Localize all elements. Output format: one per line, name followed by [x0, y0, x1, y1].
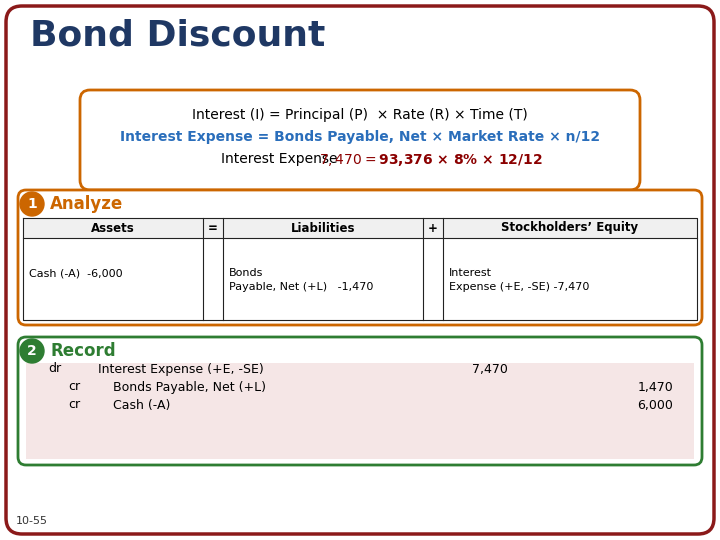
- Text: Interest Expense: Interest Expense: [221, 152, 342, 166]
- Text: Bonds Payable, Net (+L): Bonds Payable, Net (+L): [113, 381, 266, 394]
- Text: Expense (+E, -SE) -7,470: Expense (+E, -SE) -7,470: [449, 282, 590, 292]
- Text: 1: 1: [27, 197, 37, 211]
- Text: $7,470  =  $93,376 × 8% × 12/12: $7,470 = $93,376 × 8% × 12/12: [320, 152, 543, 168]
- Text: Bonds: Bonds: [229, 268, 264, 278]
- Text: Interest Expense = Bonds Payable, Net × Market Rate × n/12: Interest Expense = Bonds Payable, Net × …: [120, 130, 600, 144]
- Text: Interest: Interest: [449, 268, 492, 278]
- Text: 1,470: 1,470: [637, 381, 673, 394]
- Text: Stockholders’ Equity: Stockholders’ Equity: [501, 221, 639, 234]
- Text: 2: 2: [27, 344, 37, 358]
- Text: =: =: [208, 221, 218, 234]
- Text: 10-55: 10-55: [16, 516, 48, 526]
- FancyBboxPatch shape: [80, 90, 640, 190]
- Text: Liabilities: Liabilities: [291, 221, 355, 234]
- Text: cr: cr: [68, 399, 80, 411]
- Text: Interest Expense (+E, -SE): Interest Expense (+E, -SE): [98, 362, 264, 375]
- Text: Analyze: Analyze: [50, 195, 123, 213]
- Text: Payable, Net (+L)   -1,470: Payable, Net (+L) -1,470: [229, 282, 374, 292]
- Text: Cash (-A): Cash (-A): [113, 399, 171, 411]
- Text: Cash (-A)  -6,000: Cash (-A) -6,000: [29, 268, 122, 278]
- FancyBboxPatch shape: [18, 337, 702, 465]
- FancyBboxPatch shape: [18, 190, 702, 325]
- Text: 6,000: 6,000: [637, 399, 673, 411]
- Text: Bond Discount: Bond Discount: [30, 18, 325, 52]
- Text: Record: Record: [50, 342, 116, 360]
- Text: Assets: Assets: [91, 221, 135, 234]
- Text: cr: cr: [68, 381, 80, 394]
- Bar: [26, 363, 694, 459]
- Text: Interest (I) = Principal (P)  × Rate (R) × Time (T): Interest (I) = Principal (P) × Rate (R) …: [192, 108, 528, 122]
- Circle shape: [20, 339, 44, 363]
- Text: +: +: [428, 221, 438, 234]
- Text: dr: dr: [48, 362, 61, 375]
- Text: 7,470: 7,470: [472, 362, 508, 375]
- Bar: [23, 218, 697, 238]
- FancyBboxPatch shape: [6, 6, 714, 534]
- Circle shape: [20, 192, 44, 216]
